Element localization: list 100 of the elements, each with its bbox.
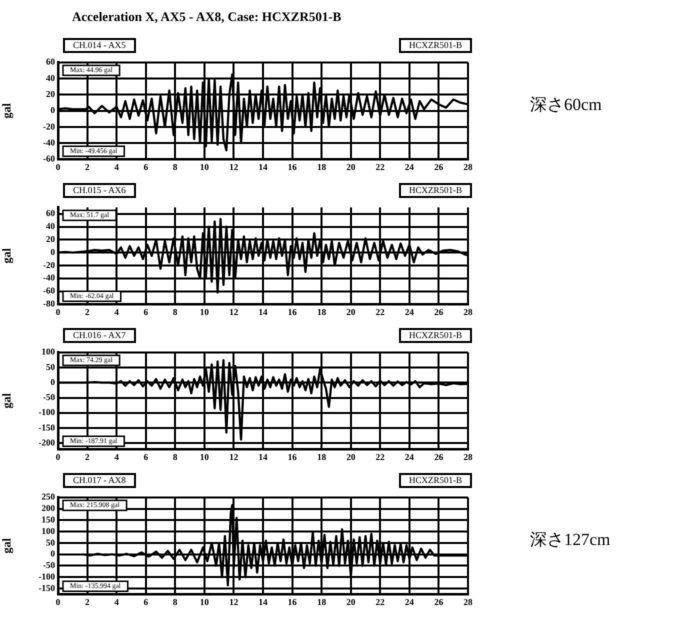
x-tick-label: 22 bbox=[376, 162, 386, 172]
y-tick-label: 0 bbox=[50, 376, 56, 387]
x-tick-label: 22 bbox=[376, 306, 386, 317]
y-tick-label: 0 bbox=[50, 246, 56, 257]
text: CH.014 - AX5 bbox=[63, 38, 136, 53]
y-tick-label: 50 bbox=[46, 362, 56, 372]
y-tick-label: -20 bbox=[43, 260, 56, 270]
x-tick-label: 4 bbox=[114, 596, 120, 607]
y-tick-label: 40 bbox=[46, 72, 56, 83]
y-tick-label: -150 bbox=[38, 422, 56, 432]
x-tick-label: 20 bbox=[346, 452, 356, 462]
x-tick-label: 24 bbox=[404, 306, 414, 317]
x-tick-label: 24 bbox=[404, 596, 414, 607]
y-tick-label: 100 bbox=[42, 526, 56, 536]
x-tick-label: 28 bbox=[464, 596, 473, 607]
x-tick-label: 14 bbox=[258, 596, 268, 607]
x-tick-label: 24 bbox=[404, 452, 414, 462]
text: 深さ127cm bbox=[530, 529, 610, 551]
x-tick-label: 28 bbox=[464, 162, 473, 172]
x-tick-label: 20 bbox=[346, 306, 356, 317]
x-tick-label: 2 bbox=[85, 162, 90, 172]
x-tick-label: 14 bbox=[258, 306, 268, 317]
y-tick-label: -20 bbox=[43, 121, 56, 132]
y-tick-label: -40 bbox=[43, 272, 56, 283]
y-tick-label: 250 bbox=[42, 492, 56, 502]
text: CH.016 - AX7 bbox=[63, 328, 136, 343]
x-tick-label: 16 bbox=[288, 596, 298, 607]
y-tick-label: 60 bbox=[46, 208, 56, 218]
x-tick-label: 10 bbox=[200, 306, 210, 317]
text: CH.015 - AX6 bbox=[63, 183, 136, 198]
y-tick-label: -100 bbox=[38, 407, 56, 418]
x-tick-label: 20 bbox=[346, 162, 356, 172]
y-axis-title: gal bbox=[0, 247, 14, 264]
x-tick-label: 2 bbox=[85, 596, 90, 607]
y-tick-label: -60 bbox=[43, 154, 56, 164]
x-tick-label: 14 bbox=[258, 452, 268, 462]
x-tick-label: 12 bbox=[229, 596, 239, 607]
y-tick-label: -200 bbox=[38, 437, 56, 448]
y-tick-label: 0 bbox=[50, 548, 56, 559]
x-tick-label: 8 bbox=[172, 306, 178, 317]
y-tick-label: 20 bbox=[46, 234, 56, 244]
x-tick-label: 8 bbox=[172, 162, 178, 172]
y-tick-label: -40 bbox=[43, 137, 56, 148]
y-tick-label: 60 bbox=[46, 56, 56, 67]
x-tick-label: 28 bbox=[464, 306, 473, 317]
y-tick-label: 20 bbox=[46, 88, 56, 99]
x-tick-label: 6 bbox=[144, 162, 149, 172]
y-axis-title: gal bbox=[0, 537, 14, 554]
y-axis-title: gal bbox=[0, 392, 14, 408]
y-tick-label: -50 bbox=[43, 560, 56, 570]
y-tick-label: 40 bbox=[46, 221, 56, 232]
y-tick-label: 100 bbox=[42, 346, 56, 357]
x-tick-label: 16 bbox=[288, 306, 298, 317]
x-tick-label: 4 bbox=[114, 162, 120, 172]
text: HCXZR501-B bbox=[398, 38, 472, 53]
y-tick-label: -50 bbox=[43, 392, 56, 402]
x-tick-label: 8 bbox=[172, 452, 178, 462]
y-tick-label: -60 bbox=[43, 286, 56, 296]
x-tick-label: 10 bbox=[200, 452, 210, 462]
x-tick-label: 8 bbox=[172, 596, 178, 607]
y-tick-label: 0 bbox=[50, 105, 56, 116]
chart-title: Acceleration X, AX5 - AX8, Case: HCXZR501-B bbox=[72, 9, 342, 25]
x-tick-label: 24 bbox=[404, 162, 414, 172]
x-tick-label: 16 bbox=[288, 452, 298, 462]
x-tick-label: 14 bbox=[258, 162, 268, 172]
x-tick-label: 26 bbox=[434, 162, 444, 172]
x-tick-label: 18 bbox=[317, 596, 327, 607]
x-tick-label: 6 bbox=[144, 306, 149, 317]
text: 深さ60cm bbox=[530, 94, 602, 116]
y-tick-label: -80 bbox=[43, 298, 56, 309]
x-tick-label: 6 bbox=[144, 596, 149, 607]
x-tick-label: 26 bbox=[434, 306, 444, 317]
x-tick-label: 10 bbox=[200, 596, 210, 607]
x-tick-label: 18 bbox=[317, 452, 327, 462]
x-tick-label: 22 bbox=[376, 596, 386, 607]
x-tick-label: 26 bbox=[434, 596, 444, 607]
x-tick-label: 18 bbox=[317, 162, 327, 172]
x-tick-label: 26 bbox=[434, 452, 444, 462]
y-tick-label: 50 bbox=[46, 537, 56, 548]
x-tick-label: 6 bbox=[144, 452, 149, 462]
x-tick-label: 12 bbox=[229, 162, 239, 172]
x-tick-label: 16 bbox=[288, 162, 298, 172]
x-tick-label: 4 bbox=[114, 452, 120, 462]
text: HCXZR501-B bbox=[398, 473, 472, 488]
x-tick-label: 10 bbox=[200, 162, 210, 172]
x-tick-label: 2 bbox=[85, 306, 90, 317]
y-tick-label: 150 bbox=[42, 514, 56, 525]
y-tick-label: -150 bbox=[38, 582, 56, 593]
text: HCXZR501-B bbox=[398, 328, 472, 343]
y-axis-title: gal bbox=[0, 102, 14, 118]
text: CH.017 - AX8 bbox=[63, 473, 136, 488]
x-tick-label: 2 bbox=[85, 452, 90, 462]
text: HCXZR501-B bbox=[398, 183, 472, 198]
x-tick-label: 22 bbox=[376, 452, 386, 462]
x-tick-label: 12 bbox=[229, 306, 239, 317]
x-tick-label: 12 bbox=[229, 452, 239, 462]
x-tick-label: 28 bbox=[464, 452, 473, 462]
x-tick-label: 20 bbox=[346, 596, 356, 607]
y-tick-label: -100 bbox=[38, 571, 56, 582]
x-tick-label: 4 bbox=[114, 306, 120, 317]
